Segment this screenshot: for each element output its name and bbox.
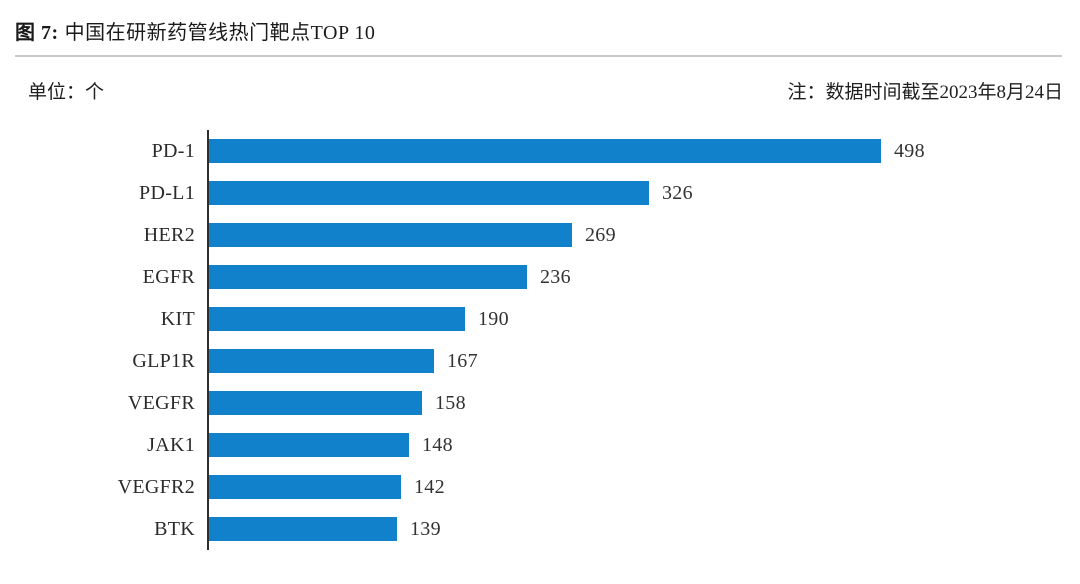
value-label: 142 [414, 475, 445, 498]
chart-row: VEGFR 158 [0, 382, 1040, 424]
title-divider [15, 55, 1062, 57]
category-label: KIT [160, 307, 195, 330]
bar [209, 349, 434, 373]
value-label: 326 [662, 181, 693, 204]
category-label: EGFR [142, 265, 195, 288]
bar-track: 158 [207, 382, 1040, 424]
bar [209, 265, 527, 289]
bar [209, 139, 881, 163]
category-label: VEGFR [127, 391, 195, 414]
bar [209, 475, 401, 499]
bar-track: 326 [207, 172, 1040, 214]
category-label: JAK1 [147, 433, 195, 456]
bar [209, 433, 409, 457]
chart-row: HER2 269 [0, 214, 1040, 256]
bar-track: 139 [207, 508, 1040, 550]
chart-meta-row: 单位：个 注：数据时间截至2023年8月24日 [0, 57, 1080, 104]
bar-track: 142 [207, 466, 1040, 508]
chart-row: JAK1 148 [0, 424, 1040, 466]
page-title: 中国在研新药管线热门靶点TOP 10 [64, 22, 376, 44]
unit-label: 单位：个 [28, 82, 105, 103]
category-label: HER2 [143, 223, 195, 246]
value-label: 158 [435, 391, 466, 414]
category-label: PD-1 [151, 139, 195, 162]
figure-title-line: 图 7: 中国在研新药管线热门靶点TOP 10 [0, 0, 1080, 45]
bar-track: 498 [207, 130, 1040, 172]
bar [209, 223, 572, 247]
data-date-note: 注：数据时间截至2023年8月24日 [787, 82, 1063, 103]
chart-row: GLP1R 167 [0, 340, 1040, 382]
bar-track: 167 [207, 340, 1040, 382]
bar-track: 236 [207, 256, 1040, 298]
bar-track: 148 [207, 424, 1040, 466]
bar [209, 181, 649, 205]
category-label: GLP1R [132, 349, 195, 372]
chart-row: EGFR 236 [0, 256, 1040, 298]
bar [209, 307, 465, 331]
bar [209, 517, 397, 541]
chart-row: VEGFR2 142 [0, 466, 1040, 508]
bar [209, 391, 422, 415]
value-label: 190 [478, 307, 509, 330]
value-label: 498 [894, 139, 925, 162]
category-label: PD-L1 [139, 181, 195, 204]
chart-row: PD-1 498 [0, 130, 1040, 172]
value-label: 236 [540, 265, 571, 288]
bar-track: 190 [207, 298, 1040, 340]
chart-row: BTK 139 [0, 508, 1040, 550]
value-label: 269 [585, 223, 616, 246]
category-label: BTK [154, 517, 195, 540]
category-label: VEGFR2 [117, 475, 195, 498]
bar-track: 269 [207, 214, 1040, 256]
chart-row: KIT 190 [0, 298, 1040, 340]
chart-row: PD-L1 326 [0, 172, 1040, 214]
value-label: 139 [410, 517, 441, 540]
value-label: 148 [422, 433, 453, 456]
value-label: 167 [447, 349, 478, 372]
bar-chart: PD-1 498 PD-L1 326 HER2 269 EGFR 236 KIT 190 GLP1R… [0, 130, 1040, 550]
figure-number-label: 图 7: [15, 22, 59, 44]
